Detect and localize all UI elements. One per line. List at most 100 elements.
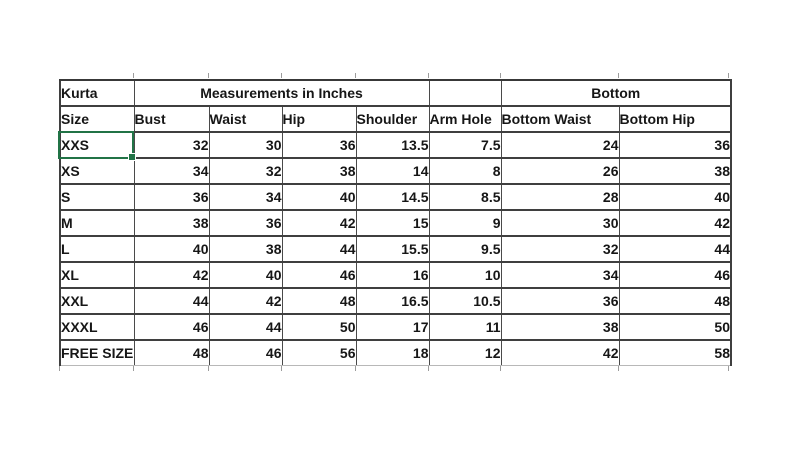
bottom-hip-cell[interactable]: 44 — [618, 235, 732, 263]
bust-cell[interactable]: 34 — [133, 157, 210, 185]
shoulder-cell[interactable]: 16 — [355, 261, 430, 289]
bottom-hip-cell[interactable]: 38 — [618, 157, 732, 185]
bottom-hip-cell[interactable]: 58 — [618, 339, 732, 366]
bottom-waist-cell[interactable]: 26 — [500, 157, 620, 185]
waist-cell[interactable]: 30 — [208, 131, 283, 159]
bottom-hip-cell[interactable]: 42 — [618, 209, 732, 237]
bottom-hip-cell[interactable]: 48 — [618, 287, 732, 315]
size-cell[interactable]: XL — [59, 261, 135, 289]
arm-hole-cell[interactable]: 10 — [428, 261, 502, 289]
size-cell[interactable]: XXS — [59, 131, 135, 159]
bottom-waist-cell[interactable]: 28 — [500, 183, 620, 211]
arm-hole-cell[interactable]: 7.5 — [428, 131, 502, 159]
size-cell[interactable]: S — [59, 183, 135, 211]
shoulder-cell[interactable]: 18 — [355, 339, 430, 366]
bottom-waist-cell[interactable]: 38 — [500, 313, 620, 341]
hip-cell[interactable]: 56 — [281, 339, 357, 366]
bottom-hip-cell[interactable]: 46 — [618, 261, 732, 289]
table-row-s: S 36 34 40 14.5 8.5 28 40 — [59, 183, 732, 211]
bottom-waist-cell[interactable]: 34 — [500, 261, 620, 289]
fill-handle[interactable] — [128, 153, 136, 161]
bust-cell[interactable]: 48 — [133, 339, 210, 366]
hip-cell[interactable]: 42 — [281, 209, 357, 237]
table-row-free-size: FREE SIZE 48 46 56 18 12 42 58 — [59, 339, 732, 366]
arm-hole-cell[interactable]: 8.5 — [428, 183, 502, 211]
arm-hole-cell[interactable]: 10.5 — [428, 287, 502, 315]
column-header-arm-hole[interactable]: Arm Hole — [428, 105, 502, 133]
gridline-tick — [500, 366, 501, 371]
column-header-hip[interactable]: Hip — [281, 105, 357, 133]
table-title-cell[interactable]: Kurta — [59, 79, 135, 107]
column-header-waist[interactable]: Waist — [208, 105, 283, 133]
table-row-m: M 38 36 42 15 9 30 42 — [59, 209, 732, 237]
column-header-bust[interactable]: Bust — [133, 105, 210, 133]
measurements-group-header-cell[interactable]: Measurements in Inches — [133, 79, 430, 107]
gridline-tick — [428, 366, 429, 371]
column-header-shoulder[interactable]: Shoulder — [355, 105, 430, 133]
shoulder-cell[interactable]: 15 — [355, 209, 430, 237]
size-cell[interactable]: XS — [59, 157, 135, 185]
bottom-hip-cell[interactable]: 40 — [618, 183, 732, 211]
waist-cell[interactable]: 32 — [208, 157, 283, 185]
size-cell[interactable]: FREE SIZE — [59, 339, 135, 366]
shoulder-cell[interactable]: 17 — [355, 313, 430, 341]
bottom-waist-cell[interactable]: 30 — [500, 209, 620, 237]
gridline-tick — [728, 73, 729, 78]
bust-cell[interactable]: 44 — [133, 287, 210, 315]
gridline-tick — [355, 73, 356, 78]
bust-cell[interactable]: 42 — [133, 261, 210, 289]
bottom-hip-cell[interactable]: 50 — [618, 313, 732, 341]
bust-cell[interactable]: 36 — [133, 183, 210, 211]
table-row-xxs: XXS 32 30 36 13.5 7.5 24 36 — [59, 131, 732, 159]
shoulder-cell[interactable]: 14.5 — [355, 183, 430, 211]
waist-cell[interactable]: 34 — [208, 183, 283, 211]
waist-cell[interactable]: 46 — [208, 339, 283, 366]
arm-hole-cell[interactable]: 11 — [428, 313, 502, 341]
shoulder-cell[interactable]: 14 — [355, 157, 430, 185]
group-header-row: Kurta Measurements in Inches Bottom — [59, 79, 732, 107]
column-header-bottom-waist[interactable]: Bottom Waist — [500, 105, 620, 133]
size-cell[interactable]: XXXL — [59, 313, 135, 341]
size-cell[interactable]: XXL — [59, 287, 135, 315]
arm-hole-cell[interactable]: 9 — [428, 209, 502, 237]
hip-cell[interactable]: 50 — [281, 313, 357, 341]
column-header-bottom-hip[interactable]: Bottom Hip — [618, 105, 732, 133]
hip-cell[interactable]: 44 — [281, 235, 357, 263]
bottom-waist-cell[interactable]: 36 — [500, 287, 620, 315]
waist-cell[interactable]: 38 — [208, 235, 283, 263]
column-header-row: Size Bust Waist Hip Shoulder Arm Hole Bo… — [59, 105, 732, 133]
shoulder-cell[interactable]: 16.5 — [355, 287, 430, 315]
waist-cell[interactable]: 44 — [208, 313, 283, 341]
hip-cell[interactable]: 36 — [281, 131, 357, 159]
size-cell[interactable]: L — [59, 235, 135, 263]
waist-cell[interactable]: 42 — [208, 287, 283, 315]
arm-hole-cell[interactable]: 9.5 — [428, 235, 502, 263]
arm-hole-cell[interactable]: 12 — [428, 339, 502, 366]
gridline-tick — [618, 73, 619, 78]
bust-cell[interactable]: 32 — [133, 131, 210, 159]
bust-cell[interactable]: 46 — [133, 313, 210, 341]
shoulder-cell[interactable]: 13.5 — [355, 131, 430, 159]
hip-cell[interactable]: 48 — [281, 287, 357, 315]
empty-header-cell[interactable] — [428, 79, 502, 107]
bust-cell[interactable]: 40 — [133, 235, 210, 263]
size-cell[interactable]: M — [59, 209, 135, 237]
arm-hole-cell[interactable]: 8 — [428, 157, 502, 185]
gridline-tick — [59, 366, 60, 371]
bottom-group-header-cell[interactable]: Bottom — [500, 79, 732, 107]
bottom-waist-cell[interactable]: 42 — [500, 339, 620, 366]
bust-cell[interactable]: 38 — [133, 209, 210, 237]
hip-cell[interactable]: 46 — [281, 261, 357, 289]
bottom-hip-cell[interactable]: 36 — [618, 131, 732, 159]
bottom-waist-cell[interactable]: 32 — [500, 235, 620, 263]
bottom-waist-cell[interactable]: 24 — [500, 131, 620, 159]
column-header-size[interactable]: Size — [59, 105, 135, 133]
waist-cell[interactable]: 36 — [208, 209, 283, 237]
waist-cell[interactable]: 40 — [208, 261, 283, 289]
hip-cell[interactable]: 40 — [281, 183, 357, 211]
table-row-xs: XS 34 32 38 14 8 26 38 — [59, 157, 732, 185]
hip-cell[interactable]: 38 — [281, 157, 357, 185]
table-row-xxl: XXL 44 42 48 16.5 10.5 36 48 — [59, 287, 732, 315]
shoulder-cell[interactable]: 15.5 — [355, 235, 430, 263]
